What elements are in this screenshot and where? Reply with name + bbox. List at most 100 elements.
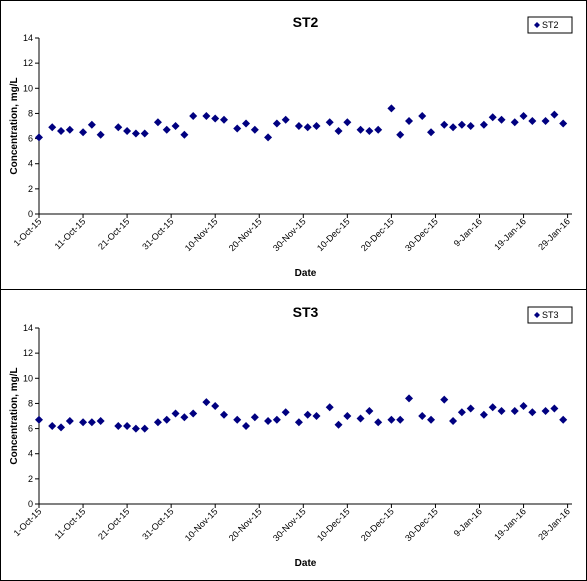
st2-y-tick-label: 2 (28, 184, 33, 194)
st2-x-tick-label: 10-Dec-15 (315, 216, 352, 253)
st2-data-point (427, 128, 436, 137)
st3-x-tick-label: 11-Oct-15 (53, 506, 88, 541)
st2-data-point (114, 123, 123, 132)
st3-x-axis-label: Date (295, 558, 317, 569)
st3-legend-marker (534, 312, 540, 318)
st2-x-tick-label: 30-Dec-15 (403, 216, 440, 253)
st3-data-point (264, 417, 273, 426)
st3-data-point (242, 422, 251, 431)
st2-legend-label: ST2 (542, 20, 559, 30)
st3-data-point (281, 408, 290, 417)
st2-data-point (202, 111, 211, 120)
st2-data-point (211, 114, 220, 123)
st2-legend-marker (534, 22, 540, 28)
st2-y-tick-label: 4 (28, 159, 33, 169)
st2-data-point (405, 116, 414, 125)
st2-data-point (140, 129, 149, 138)
st3-data-point (405, 394, 414, 403)
st2-y-tick-label: 8 (28, 108, 33, 118)
st2-x-tick-label: 20-Dec-15 (359, 216, 396, 253)
st3-data-point (466, 404, 475, 413)
st2-data-point (189, 111, 198, 120)
st3-data-point (356, 414, 365, 423)
st2-data-point (449, 123, 458, 132)
st2-chart-title: ST2 (293, 14, 319, 30)
st2-data-point (418, 111, 427, 120)
st2-data-point (387, 104, 396, 113)
chart-st2: ST2 0 2 4 6 8 10 12 14 1-Oct-15 11-Oct-15 21-Oct-15… (0, 0, 587, 289)
st2-data-point (96, 130, 105, 139)
st3-y-tick-label: 12 (23, 348, 33, 358)
st2-data-point (171, 122, 180, 130)
st3-y-tick-label: 2 (28, 474, 33, 484)
st3-x-tick-label: 30-Dec-15 (403, 506, 440, 543)
st2-y-tick-label: 14 (23, 33, 33, 43)
st3-y-tick-label: 14 (23, 323, 33, 333)
st3-x-tick-label: 21-Oct-15 (96, 506, 131, 541)
st2-x-tick-label: 9-Jan-16 (452, 216, 484, 248)
st3-x-tick-label: 20-Dec-15 (359, 506, 396, 543)
st3-data-point (528, 408, 537, 417)
st3-data-point (427, 415, 436, 424)
st3-x-tick-label: 30-Nov-15 (271, 506, 308, 543)
st2-data-point (466, 122, 475, 130)
st3-data-point (131, 424, 140, 433)
st3-data-point (387, 415, 396, 424)
st3-data-point (114, 422, 123, 431)
st3-legend-label: ST3 (542, 310, 559, 320)
st3-data-point (171, 409, 180, 418)
chart-divider (0, 289, 587, 290)
st2-x-tick-label: 31-Oct-15 (140, 216, 175, 251)
st3-data-point (294, 418, 303, 427)
st2-legend-box (527, 16, 573, 34)
st2-data-point (334, 127, 343, 136)
st3-data-point (488, 403, 497, 412)
st2-data-point (510, 118, 519, 127)
st3-data-point (541, 406, 550, 415)
st3-data-point (180, 413, 189, 422)
st3-data-point (35, 415, 43, 424)
st2-y-tick-label: 0 (28, 209, 33, 219)
st2-data-point (48, 123, 57, 132)
st3-data-point (334, 420, 343, 429)
st2-data-point (153, 118, 162, 127)
st2-data-point (356, 125, 365, 134)
st2-data-point (131, 129, 140, 138)
st3-data-point (87, 418, 96, 427)
st2-data-point (457, 120, 466, 129)
st2-data-point (35, 133, 43, 142)
st2-x-tick-label: 29-Jan-16 (536, 216, 572, 252)
st3-data-point (96, 417, 105, 426)
st2-data-point (528, 116, 537, 125)
st3-data-point (559, 415, 568, 424)
st2-x-tick-label: 21-Oct-15 (96, 216, 131, 251)
st3-data-point (303, 410, 312, 419)
st3-data-point (440, 395, 449, 404)
st2-x-tick-label: 1-Oct-15 (12, 216, 44, 248)
st2-data-point (79, 128, 88, 137)
st2-y-tick-label: 10 (23, 83, 33, 93)
st3-data-point (519, 401, 528, 410)
st2-x-tick-label: 11-Oct-15 (53, 216, 88, 251)
st2-data-point (264, 133, 273, 142)
st3-data-point (449, 417, 458, 426)
st2-data-point (312, 122, 321, 130)
st2-y-tick-label: 12 (23, 58, 33, 68)
st2-data-point (87, 120, 96, 129)
st2-data-point (65, 125, 74, 134)
st3-data-point (374, 418, 383, 427)
st2-data-point (303, 123, 312, 132)
st3-legend-box (527, 306, 573, 324)
st3-data-point (343, 412, 352, 420)
st2-x-tick-label: 20-Nov-15 (227, 216, 264, 253)
st2-data-point (242, 119, 251, 128)
st2-data-point (180, 130, 189, 139)
st3-data-point (325, 403, 334, 412)
st2-x-tick-label: 19-Jan-16 (492, 216, 528, 252)
st2-data-point (488, 113, 497, 122)
st3-data-point (418, 412, 427, 420)
st3-data-point (233, 415, 242, 424)
st2-data-point (281, 115, 290, 124)
st2-data-point (396, 130, 405, 139)
st2-data-point (541, 116, 550, 125)
